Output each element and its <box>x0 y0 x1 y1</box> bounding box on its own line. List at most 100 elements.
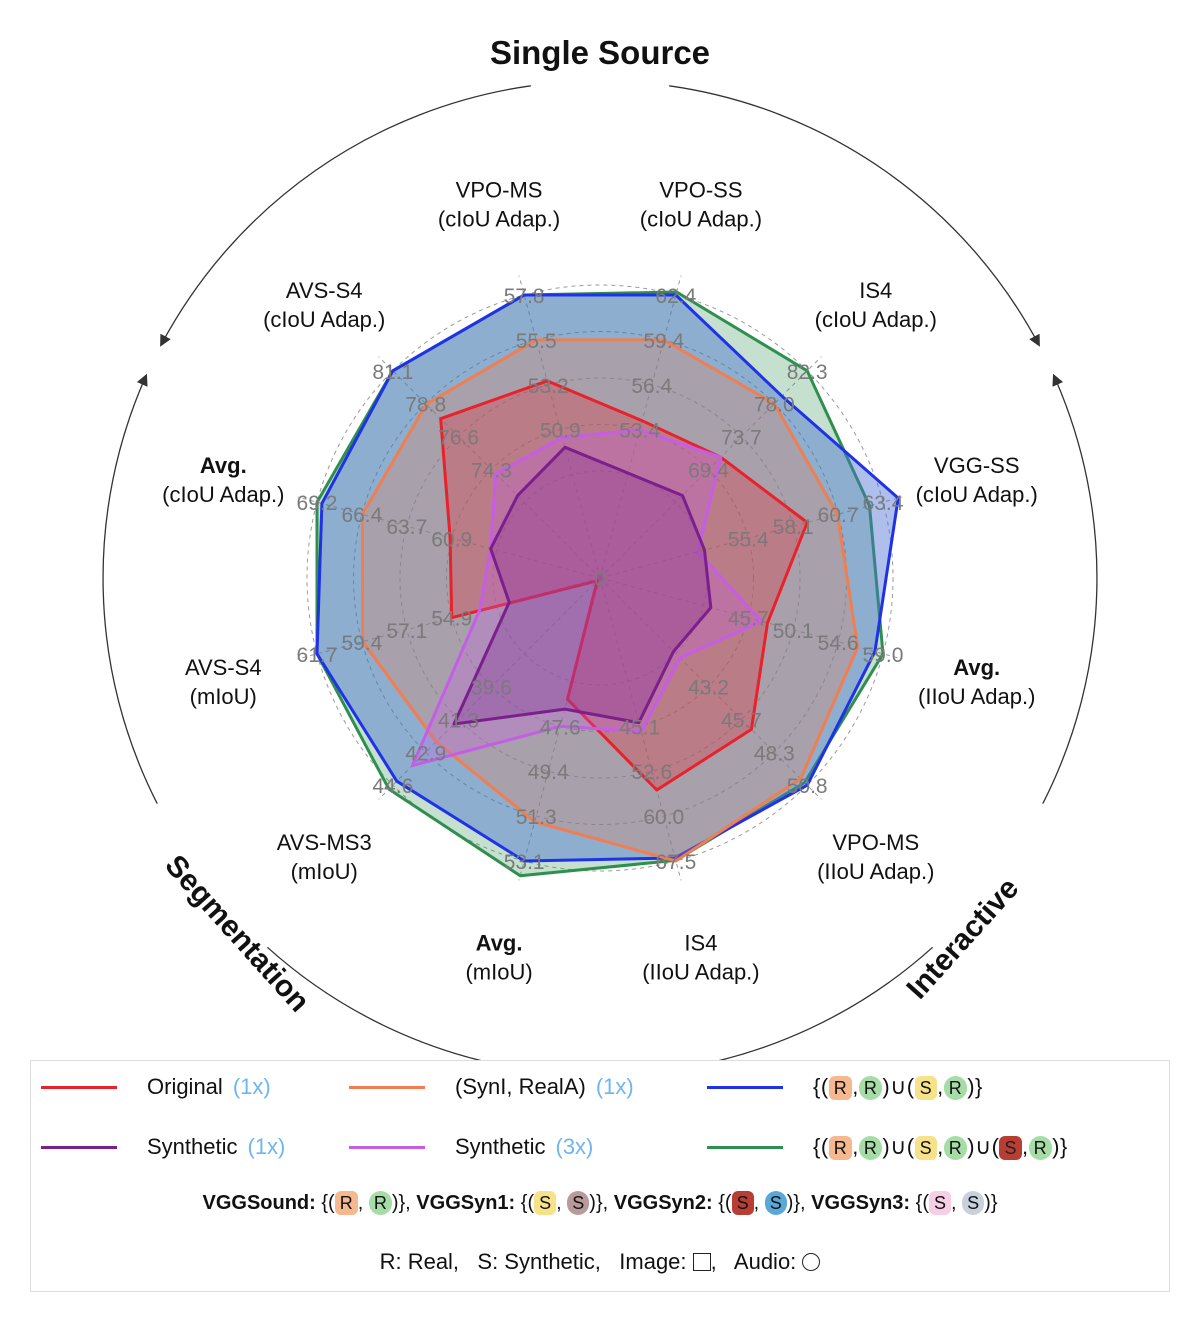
legend-mult-synthetic-1x: (1x) <box>247 1134 286 1159</box>
formula2-sep1: , <box>852 1134 859 1159</box>
note-audio: Audio: <box>733 1249 797 1274</box>
axis-title: IS4 <box>684 931 717 956</box>
tick-label: 39.6 <box>471 677 512 700</box>
square-icon <box>692 1253 711 1271</box>
tick-label: 73.7 <box>721 427 762 450</box>
tick-label: 59.4 <box>341 632 382 655</box>
chip-syn-image-red: S <box>999 1136 1022 1160</box>
chip-real-audio: R <box>858 1136 883 1160</box>
axis-title: Avg. <box>953 655 1000 680</box>
axis-metric: (cIoU Adap.) <box>438 206 560 231</box>
formula2-sep3: , <box>1022 1134 1029 1159</box>
group-arc <box>266 946 482 1060</box>
chip-real-image: R <box>828 1136 853 1160</box>
group-arc <box>669 85 1040 347</box>
chip-real-audio: R <box>1028 1136 1053 1160</box>
tick-label: 62.4 <box>655 285 696 308</box>
chip-real-audio: R <box>943 1136 968 1160</box>
legend-line-combo-2 <box>707 1145 783 1149</box>
grid-ring <box>399 377 801 779</box>
legend-item-synthetic-1x: Synthetic (1x) <box>41 1127 285 1167</box>
tick-label: 81.1 <box>372 361 413 384</box>
chip-real-audio: R <box>943 1076 968 1100</box>
axis-title: VPO-SS <box>659 177 742 202</box>
axis-title: IS4 <box>859 278 892 303</box>
legend-line-combo-1 <box>707 1085 783 1089</box>
legend-item-original: Original (1x) <box>41 1067 271 1107</box>
tick-label: 60.7 <box>818 504 859 527</box>
legend-formula-2: {(R, R)∪(S, R)∪(S, R)} <box>813 1134 1068 1160</box>
tick-label: 63.4 <box>863 492 904 515</box>
axis-title: AVS-MS3 <box>277 830 372 855</box>
formula2-mid1: )∪( <box>882 1134 915 1159</box>
axis-metric: (cIoU Adap.) <box>162 482 284 507</box>
tick-label: 61.7 <box>297 644 338 667</box>
tick-label: 54.6 <box>818 632 859 655</box>
legend-mult-synthetic-3x: (3x) <box>555 1134 594 1159</box>
series-area <box>360 338 860 863</box>
tick-label: 54.9 <box>431 608 472 631</box>
tick-label: 50.9 <box>540 420 581 443</box>
chip-syn-audio-brown: S <box>567 1191 590 1215</box>
chip-real-audio: R <box>368 1191 392 1215</box>
legend-formula-1: {(R, R)∪(S, R)} <box>813 1074 983 1100</box>
tick-label: 0 <box>594 568 606 591</box>
tick-label: 58.1 <box>773 516 814 539</box>
tick-label: 45.1 <box>619 716 660 739</box>
axis-metric: (mIoU) <box>465 960 532 985</box>
axis-metric: (cIoU Adap.) <box>640 206 762 231</box>
axis-metric: (IIoU Adap.) <box>817 859 934 884</box>
tick-label: 78.0 <box>754 394 795 417</box>
legend-label-synthetic-3x: Synthetic <box>455 1134 546 1159</box>
tick-label: 55.4 <box>728 528 769 551</box>
axis-title: VPO-MS <box>832 830 919 855</box>
axis-metric: (cIoU Adap.) <box>263 307 385 332</box>
formula2-sep2: , <box>937 1134 944 1159</box>
tick-label: 59.0 <box>863 644 904 667</box>
axis-title: AVS-S4 <box>185 655 262 680</box>
tick-label: 63.7 <box>386 516 427 539</box>
legend-line-synthetic-3x <box>349 1145 425 1149</box>
dataset-name-vggsyn3: VGGSyn3: <box>811 1192 911 1214</box>
legend-item-combo-1: {(R, R)∪(S, R)} <box>707 1067 983 1107</box>
group-arc <box>1042 373 1098 804</box>
formula1-sep1: , <box>852 1074 859 1099</box>
legend-line-original <box>41 1085 117 1089</box>
dataset-definitions: VGGSound: {(R, R)}, VGGSyn1: {(S, S)}, V… <box>202 1191 998 1215</box>
tick-label: 43.2 <box>688 677 729 700</box>
tick-label: 57.8 <box>504 285 545 308</box>
tick-label: 41.3 <box>438 709 479 732</box>
tick-label: 53.4 <box>619 420 660 443</box>
legend-item-synthetic-3x: Synthetic (3x) <box>349 1127 593 1167</box>
dataset-name-vggsyn1: VGGSyn1: <box>416 1192 516 1214</box>
tick-label: 60.9 <box>431 528 472 551</box>
dataset-name-vggsyn2: VGGSyn2: <box>613 1192 713 1214</box>
chip-syn-image-pink: S <box>929 1191 952 1215</box>
tick-label: 57.1 <box>386 620 427 643</box>
tick-label: 45.7 <box>728 608 769 631</box>
axis-title: Avg. <box>476 931 523 956</box>
legend-mult-syni-reala: (1x) <box>595 1074 634 1099</box>
tick-label: 45.7 <box>721 709 762 732</box>
axis-metric: (IIoU Adap.) <box>642 960 759 985</box>
axis-metric: (mIoU) <box>190 684 257 709</box>
chip-real-image: R <box>334 1191 358 1215</box>
group-label-single-source: Single Source <box>490 34 710 71</box>
legend-line-syni-reala <box>349 1085 425 1089</box>
tick-label: 82.3 <box>787 361 828 384</box>
axis-title: VGG-SS <box>934 453 1020 478</box>
chip-real-image: R <box>828 1076 853 1100</box>
tick-label: 60.0 <box>643 806 684 829</box>
legend: Original (1x) (SynI, RealA) (1x) {(R, R)∪… <box>30 1060 1170 1292</box>
tick-label: 55.5 <box>516 330 557 353</box>
tick-label: 59.4 <box>643 330 684 353</box>
tick-label: 47.6 <box>540 716 581 739</box>
tick-label: 50.8 <box>787 775 828 798</box>
axis-metric: (cIoU Adap.) <box>815 307 937 332</box>
group-arc <box>102 373 158 804</box>
axis-title: AVS-S4 <box>286 278 363 303</box>
tick-label: 74.3 <box>471 459 512 482</box>
tick-label: 56.4 <box>631 375 672 398</box>
formula2-close: )} <box>1052 1134 1068 1159</box>
group-label-interactive: Interactive <box>900 872 1025 1006</box>
